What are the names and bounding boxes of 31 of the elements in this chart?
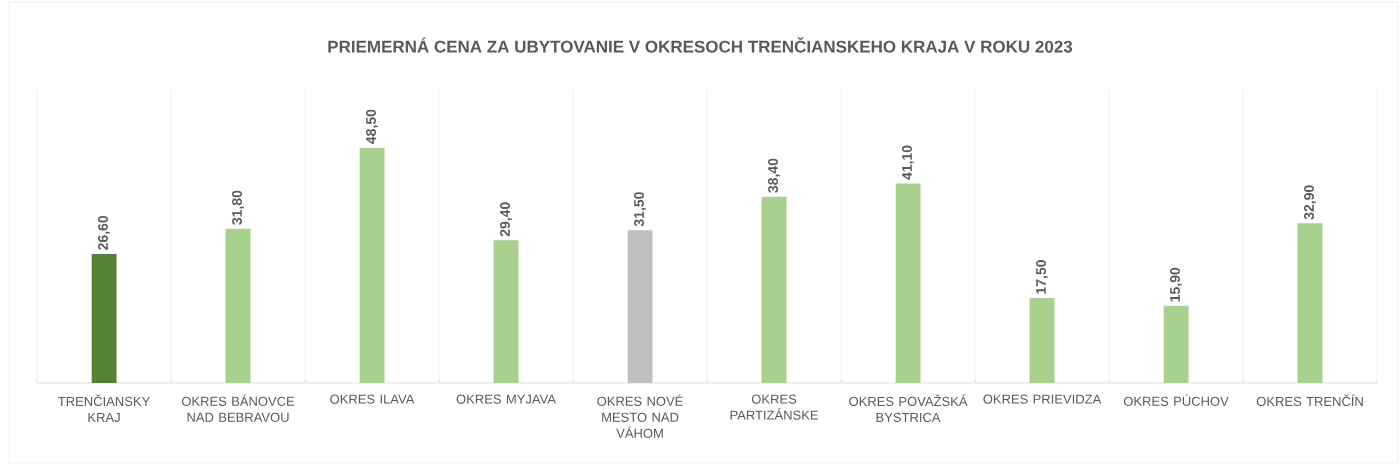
data-label: 31,80: [232, 190, 244, 225]
bar: [91, 253, 117, 383]
bar: [493, 240, 519, 383]
x-tick-label: OKRES BÁNOVCE NAD BEBRAVOU: [181, 394, 295, 422]
bar: [895, 183, 921, 383]
x-tick-label: OKRES PARTIZÁNSKE: [730, 394, 819, 420]
data-label: 48,50: [366, 109, 378, 144]
data-label: 32,90: [1304, 185, 1316, 220]
bar: [1029, 298, 1055, 383]
x-tick-label: OKRES NOVÉ MESTO NAD VÁHOM: [597, 394, 683, 438]
bar: [359, 147, 385, 383]
data-label: 31,50: [634, 192, 646, 227]
data-label: 29,40: [500, 202, 512, 237]
x-tick-label: OKRES PÚCHOV: [1123, 394, 1229, 406]
bar: [225, 228, 251, 383]
x-tick-label: OKRES PRIEVIDZA: [983, 394, 1102, 404]
data-label: 38,40: [768, 158, 780, 193]
bar: [627, 230, 653, 383]
data-label: 15,90: [1170, 267, 1182, 302]
x-tick-label: OKRES ILAVA: [330, 394, 415, 404]
data-label: 26,60: [98, 215, 110, 250]
bar: [1163, 305, 1189, 383]
data-label: 41,10: [902, 145, 914, 180]
bar: [761, 196, 787, 383]
x-tick-label: OKRES TRENČÍN: [1256, 394, 1363, 407]
x-tick-label: OKRES POVAŽSKÁ BYSTRICA: [849, 394, 968, 423]
data-label: 17,50: [1036, 260, 1048, 294]
x-tick-label: OKRES MYJAVA: [456, 394, 556, 404]
bar: [1297, 223, 1323, 383]
chart-title: PRIEMERNÁ CENA ZA UBYTOVANIE V OKRESOCH TRENČIANSKEHO KRAJA V ROKU 2023: [328, 37, 1073, 53]
x-tick-label: TRENČIANSKY KRAJ: [58, 394, 150, 423]
